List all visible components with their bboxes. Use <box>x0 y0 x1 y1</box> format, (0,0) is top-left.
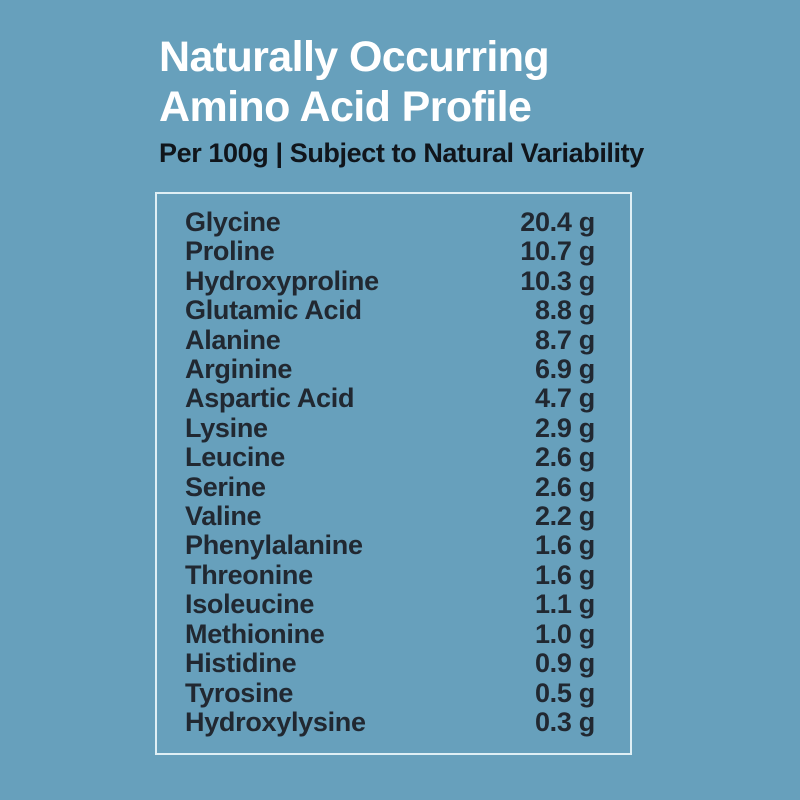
amino-acid-value: 2.6 g <box>534 442 595 473</box>
table-row: Aspartic Acid 4.7 g <box>185 383 595 414</box>
amino-acid-value: 10.7 g <box>520 236 595 267</box>
amino-acid-value: 0.5 g <box>534 677 595 708</box>
amino-acid-value: 8.7 g <box>534 324 595 355</box>
amino-acid-value: 4.7 g <box>534 383 595 414</box>
amino-acid-name: Methionine <box>185 618 325 649</box>
table-row: Serine 2.6 g <box>185 471 595 502</box>
amino-acid-name: Isoleucine <box>185 589 315 620</box>
amino-acid-value: 0.3 g <box>534 706 595 737</box>
table-row: Valine 2.2 g <box>185 501 595 532</box>
amino-acid-name: Aspartic Acid <box>185 383 355 414</box>
table-row: Tyrosine 0.5 g <box>185 677 595 708</box>
table-row: Threonine 1.6 g <box>185 559 595 590</box>
table-row: Phenylalanine 1.6 g <box>185 530 595 561</box>
amino-acid-value: 0.9 g <box>534 648 595 679</box>
table-row: Histidine 0.9 g <box>185 648 595 679</box>
table-row: Isoleucine 1.1 g <box>185 589 595 620</box>
table-row: Alanine 8.7 g <box>185 324 595 355</box>
amino-acid-value: 1.0 g <box>534 618 595 649</box>
amino-acid-name: Alanine <box>185 324 281 355</box>
page-title: Naturally Occurring Amino Acid Profile <box>159 32 659 132</box>
amino-acid-name: Glutamic Acid <box>185 295 362 326</box>
subtitle: Per 100g | Subject to Natural Variabilit… <box>159 138 644 168</box>
amino-acid-value: 1.6 g <box>534 559 595 590</box>
table-row: Arginine 6.9 g <box>185 354 595 385</box>
table-row: Glycine 20.4 g <box>185 207 595 237</box>
amino-acid-name: Hydroxylysine <box>185 706 366 737</box>
amino-acid-name: Leucine <box>185 442 285 473</box>
amino-acid-name: Phenylalanine <box>185 530 363 561</box>
table-row: Methionine 1.0 g <box>185 618 595 649</box>
amino-acid-name: Tyrosine <box>185 677 294 708</box>
amino-acid-value: 20.4 g <box>520 207 595 237</box>
table-row: Hydroxylysine 0.3 g <box>185 706 595 737</box>
table-row: Leucine 2.6 g <box>185 442 595 473</box>
table-row: Hydroxyproline 10.3 g <box>185 265 595 296</box>
amino-acid-value: 1.1 g <box>534 589 595 620</box>
amino-acid-name: Threonine <box>185 559 313 590</box>
amino-acid-table: Glycine 20.4 g Proline 10.7 g Hydroxypro… <box>155 192 632 755</box>
amino-acid-name: Histidine <box>185 648 297 679</box>
amino-acid-name: Arginine <box>185 354 293 385</box>
table-row: Proline 10.7 g <box>185 236 595 267</box>
amino-acid-name: Valine <box>185 501 262 532</box>
header: Naturally Occurring Amino Acid Profile P… <box>159 32 659 170</box>
table-row: Lysine 2.9 g <box>185 412 595 443</box>
amino-acid-name: Glycine <box>185 207 281 237</box>
amino-acid-value: 2.6 g <box>534 471 595 502</box>
table-row: Glutamic Acid 8.8 g <box>185 295 595 326</box>
page-title-line1: Naturally Occurring <box>159 33 550 81</box>
amino-acid-value: 2.2 g <box>534 501 595 532</box>
amino-acid-value: 1.6 g <box>534 530 595 561</box>
amino-acid-value: 10.3 g <box>520 265 595 296</box>
amino-acid-name: Proline <box>185 236 275 267</box>
amino-acid-name: Lysine <box>185 412 268 443</box>
page-title-line2: Amino Acid Profile <box>159 83 532 131</box>
amino-acid-name: Hydroxyproline <box>185 265 379 296</box>
amino-acid-name: Serine <box>185 471 266 502</box>
amino-acid-value: 8.8 g <box>534 295 595 326</box>
amino-acid-value: 6.9 g <box>534 354 595 385</box>
amino-acid-value: 2.9 g <box>534 412 595 443</box>
